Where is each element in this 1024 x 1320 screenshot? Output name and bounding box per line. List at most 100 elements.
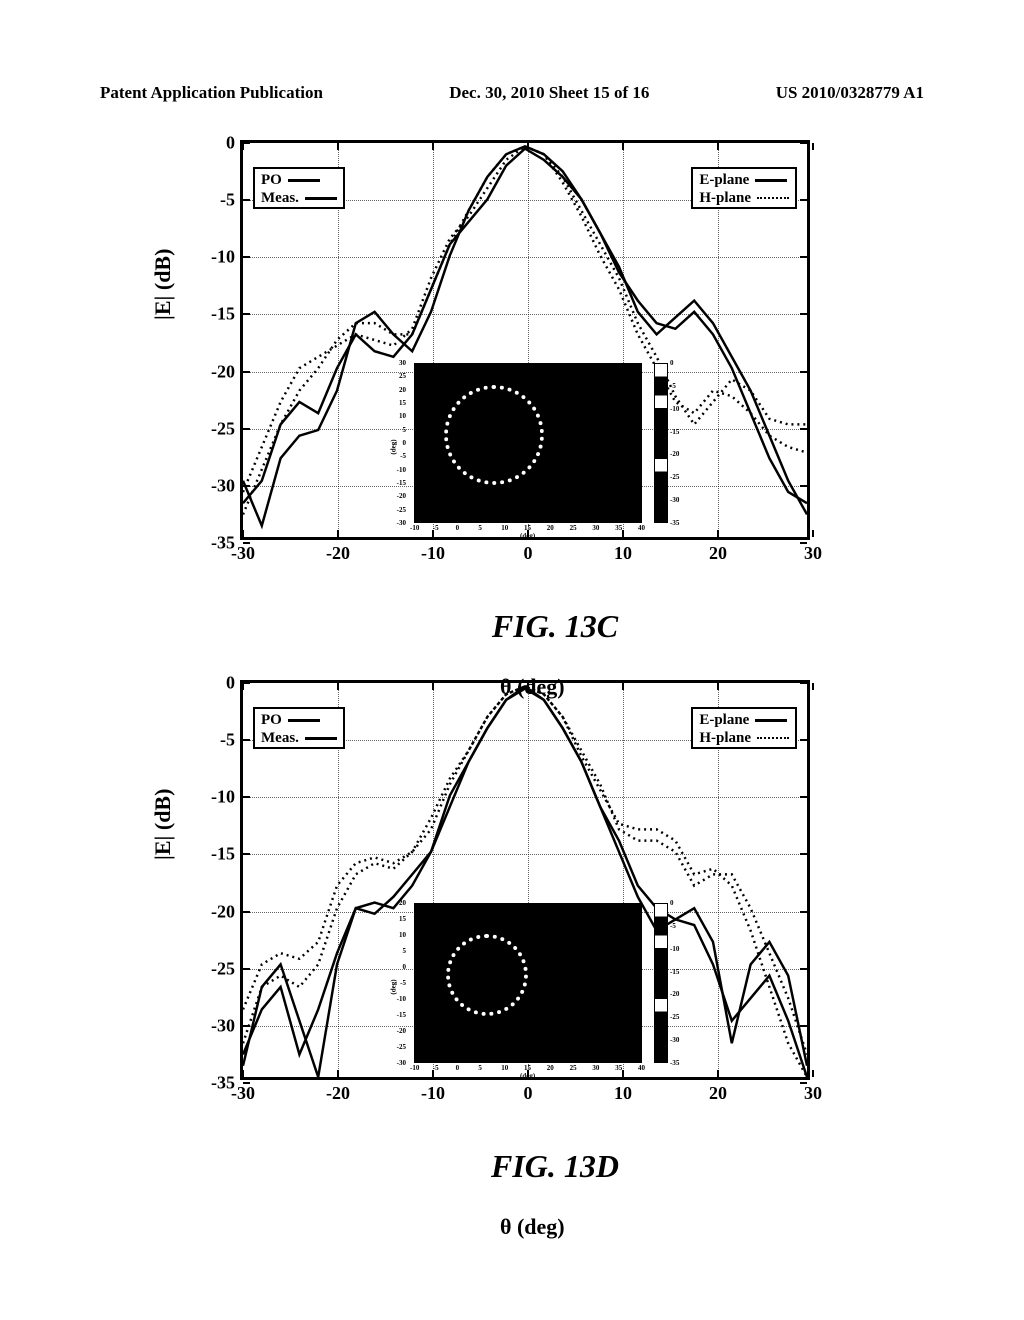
xtick-icon (812, 143, 814, 150)
ytick-label: -25 (211, 958, 235, 979)
inset-colorbar-tick: -20 (670, 450, 679, 458)
header-left: Patent Application Publication (100, 83, 323, 103)
inset-ytick: -25 (397, 1043, 406, 1051)
page-header: Patent Application Publication Dec. 30, … (0, 83, 1024, 103)
ytick-label: -15 (211, 304, 235, 325)
xtick-label: 10 (614, 1083, 632, 1104)
xtick-label: 30 (804, 543, 822, 564)
inset-ytick: -30 (397, 1059, 406, 1067)
figure-13d: |E| (dB) PO Meas. E-plane H-plane -35-30… (150, 680, 870, 1185)
figure-13c: |E| (dB) PO Meas. E-plane H-plane -35 -30… (150, 140, 870, 645)
inset-colorbar-tick: -25 (670, 473, 679, 481)
inset-ytick: -20 (397, 1027, 406, 1035)
inset-colorbar-tick: -5 (670, 382, 676, 390)
inset-ytick: -10 (397, 466, 406, 474)
ytick-label: 0 (226, 673, 235, 694)
inset-colorbar-tick: -35 (670, 1059, 679, 1067)
legend-po-label: PO (261, 171, 282, 189)
ytick-label: -10 (211, 247, 235, 268)
legend-po-label: PO (261, 711, 282, 729)
ytick-label: -15 (211, 844, 235, 865)
inset-ytick: -5 (400, 452, 406, 460)
xtick-icon (812, 530, 814, 537)
header-center: Dec. 30, 2010 Sheet 15 of 16 (449, 83, 649, 103)
inset-xtick: 5 (478, 524, 482, 532)
ytick-label: -30 (211, 475, 235, 496)
inset-ytick: 20 (399, 386, 406, 394)
xtick-label: -20 (326, 1083, 350, 1104)
inset-xtick: 20 (547, 1064, 554, 1072)
inset-xtick: -10 (410, 524, 419, 532)
inset-xtick: 35 (615, 524, 622, 532)
legend-hplane-label: H-plane (699, 189, 751, 207)
inset-ytick: -10 (397, 995, 406, 1003)
chart-area-13d: PO Meas. E-plane H-plane -35 -30 -25 -20 -15… (240, 680, 810, 1080)
inset-colorbar-tick: -30 (670, 496, 679, 504)
xtick-icon (812, 1070, 814, 1077)
xtick-icon (812, 683, 814, 690)
inset-ytick: 10 (399, 931, 406, 939)
ytick-label: -20 (211, 361, 235, 382)
inset-xtick: 30 (592, 524, 599, 532)
inset-colorbar-tick: -10 (670, 945, 679, 953)
inset-ytick: -20 (397, 492, 406, 500)
inset-xtick: 25 (570, 524, 577, 532)
inset-xtick: -10 (410, 1064, 419, 1072)
xtick-label: 0 (524, 543, 533, 564)
inset-xtick: -5 (433, 524, 439, 532)
inset-xtick: 40 (638, 1064, 645, 1072)
ytick-label: 0 (226, 133, 235, 154)
inset-ytick: -30 (397, 519, 406, 527)
swatch-dotted-icon (757, 197, 789, 199)
inset-colorbar-tick: -35 (670, 519, 679, 527)
swatch-solid-icon (755, 719, 787, 722)
inset-ytick: -15 (397, 479, 406, 487)
inset-ytick: 10 (399, 412, 406, 420)
inset-ytick: 0 (403, 963, 407, 971)
inset-colorbar-tick: -15 (670, 968, 679, 976)
inset-xtick: 0 (456, 1064, 460, 1072)
legend-left: PO Meas. (253, 167, 345, 209)
xtick-label: 30 (804, 1083, 822, 1104)
swatch-solid-icon (755, 179, 787, 182)
header-right: US 2010/0328779 A1 (776, 83, 924, 103)
inset-ytick: -5 (400, 979, 406, 987)
inset-ytick: 20 (399, 899, 406, 907)
inset-colorbar-tick: -25 (670, 1013, 679, 1021)
ytick-label: -10 (211, 787, 235, 808)
inset-feature-circle (446, 934, 528, 1016)
yaxis-label: |E| (dB) (150, 249, 176, 320)
inset-colorbar-tick: -10 (670, 405, 679, 413)
figure-caption: FIG. 13C (240, 608, 870, 645)
inset-ytick: -15 (397, 1011, 406, 1019)
inset-xtick: 20 (547, 524, 554, 532)
inset-colorbar-tick: 0 (670, 359, 674, 367)
legend-meas-label: Meas. (261, 729, 299, 747)
inset-xtick: 40 (638, 524, 645, 532)
chart-area-13c: PO Meas. E-plane H-plane -35 -30 -25 -20 -15… (240, 140, 810, 540)
inset-ylabel: (deg) (390, 439, 398, 454)
inset-ytick: 30 (399, 359, 406, 367)
inset-ytick: 5 (403, 426, 407, 434)
inset-colorbar (654, 903, 668, 1063)
xtick-label: -20 (326, 543, 350, 564)
swatch-solid-icon (288, 179, 320, 182)
legend-right: E-plane H-plane (691, 707, 797, 749)
legend-right: E-plane H-plane (691, 167, 797, 209)
inset-xlabel: (deg) (520, 1072, 535, 1080)
ytick-label: -30 (211, 1015, 235, 1036)
legend-eplane-label: E-plane (699, 171, 749, 189)
inset-xtick: 30 (592, 1064, 599, 1072)
swatch-solid-icon (305, 737, 337, 740)
ytick-label: -25 (211, 418, 235, 439)
inset-ylabel: (deg) (390, 979, 398, 994)
legend-hplane-label: H-plane (699, 729, 751, 747)
inset-colorbar-tick: -15 (670, 428, 679, 436)
inset-colorbar-tick: -5 (670, 922, 676, 930)
inset-colorbar-tick: -30 (670, 1036, 679, 1044)
inset-ytick: -25 (397, 506, 406, 514)
inset-xtick: -5 (433, 1064, 439, 1072)
ytick-label: -5 (220, 190, 235, 211)
inset-xtick: 0 (456, 524, 460, 532)
inset-xlabel: (deg) (520, 532, 535, 540)
